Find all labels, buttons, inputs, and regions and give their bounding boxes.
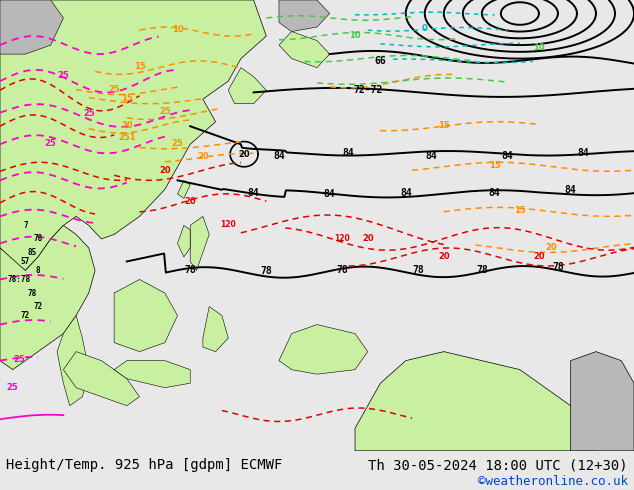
- Text: 84: 84: [400, 188, 411, 198]
- Polygon shape: [203, 307, 228, 352]
- Text: 15: 15: [489, 161, 500, 171]
- Text: 78: 78: [413, 266, 424, 275]
- Text: 20: 20: [438, 251, 450, 261]
- Text: 84: 84: [248, 188, 259, 198]
- Text: 20: 20: [197, 152, 209, 161]
- Text: 84: 84: [425, 150, 437, 161]
- Polygon shape: [571, 352, 634, 451]
- Text: 84: 84: [324, 189, 335, 199]
- Polygon shape: [228, 68, 266, 104]
- Text: 20: 20: [362, 234, 373, 243]
- Text: 57: 57: [21, 257, 30, 266]
- Polygon shape: [279, 31, 330, 68]
- Text: 15: 15: [121, 94, 133, 103]
- Text: 15: 15: [438, 121, 450, 130]
- Text: 25: 25: [58, 71, 69, 80]
- Text: 78: 78: [34, 234, 42, 244]
- Text: 10: 10: [172, 25, 183, 34]
- Text: 85: 85: [27, 248, 36, 257]
- Text: 25: 25: [13, 355, 25, 364]
- Text: 25: 25: [159, 107, 171, 116]
- Text: 78: 78: [337, 266, 348, 275]
- Polygon shape: [355, 352, 596, 451]
- Text: 72: 72: [34, 302, 42, 311]
- Text: 0: 0: [422, 24, 428, 33]
- Text: 20: 20: [546, 243, 557, 251]
- Text: 78:78: 78:78: [8, 275, 30, 284]
- Text: 20: 20: [159, 166, 171, 175]
- Text: 20: 20: [121, 121, 133, 130]
- Text: ©weatheronline.co.uk: ©weatheronline.co.uk: [477, 474, 628, 488]
- Text: 10: 10: [349, 31, 361, 40]
- Text: 251: 251: [118, 133, 136, 142]
- Text: 84: 84: [501, 150, 513, 161]
- Text: Height/Temp. 925 hPa [gdpm] ECMWF: Height/Temp. 925 hPa [gdpm] ECMWF: [6, 458, 283, 472]
- Text: 25: 25: [108, 85, 120, 94]
- Text: 84: 84: [578, 148, 589, 158]
- Polygon shape: [178, 225, 190, 257]
- Text: 20: 20: [533, 251, 545, 261]
- Polygon shape: [114, 361, 190, 388]
- Polygon shape: [178, 180, 190, 198]
- Text: 120: 120: [335, 234, 350, 243]
- Text: 72: 72: [21, 311, 30, 320]
- Text: 15: 15: [514, 206, 526, 216]
- Text: 84: 84: [489, 188, 500, 198]
- Text: 8: 8: [36, 266, 41, 275]
- Text: 78: 78: [27, 289, 36, 297]
- Text: 20: 20: [184, 197, 196, 206]
- Text: 25: 25: [7, 383, 18, 392]
- Polygon shape: [279, 0, 330, 31]
- Polygon shape: [0, 0, 266, 270]
- Text: 66: 66: [375, 56, 386, 66]
- Text: 25: 25: [172, 139, 183, 148]
- Text: 84: 84: [273, 150, 285, 161]
- Polygon shape: [190, 217, 209, 270]
- Text: 25: 25: [83, 109, 94, 118]
- Text: 15: 15: [134, 62, 145, 71]
- Text: 78: 78: [476, 265, 488, 274]
- Polygon shape: [279, 324, 368, 374]
- Text: 78: 78: [184, 266, 196, 275]
- Text: 84: 84: [565, 185, 576, 195]
- Text: 25: 25: [45, 139, 56, 148]
- Polygon shape: [63, 352, 139, 406]
- Text: 120: 120: [221, 220, 236, 229]
- Text: 10: 10: [533, 43, 545, 52]
- Text: 72-72: 72-72: [353, 85, 382, 95]
- Text: 20: 20: [238, 149, 250, 159]
- Text: 84: 84: [343, 148, 354, 158]
- Text: 78: 78: [552, 262, 564, 272]
- Text: Th 30-05-2024 18:00 UTC (12+30): Th 30-05-2024 18:00 UTC (12+30): [368, 458, 628, 472]
- Text: 7: 7: [23, 221, 28, 230]
- Polygon shape: [114, 279, 178, 352]
- Text: 78: 78: [261, 267, 272, 276]
- Polygon shape: [0, 0, 63, 54]
- Polygon shape: [57, 316, 89, 406]
- Polygon shape: [0, 225, 95, 369]
